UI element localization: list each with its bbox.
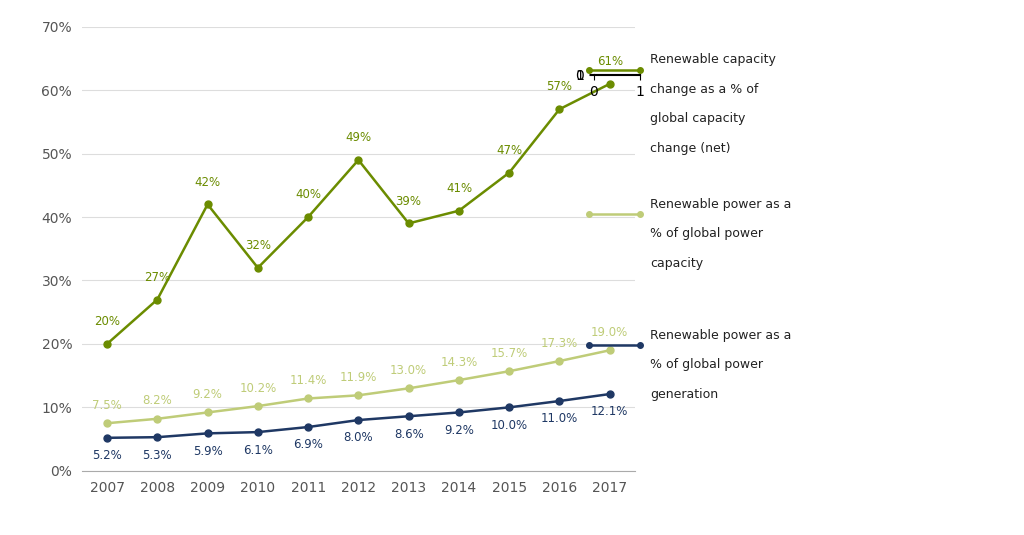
Text: 47%: 47%: [497, 144, 522, 157]
Text: 5.2%: 5.2%: [92, 449, 122, 462]
Text: 17.3%: 17.3%: [541, 337, 579, 350]
Text: 5.9%: 5.9%: [193, 445, 222, 458]
Text: 49%: 49%: [345, 131, 372, 144]
Text: 11.9%: 11.9%: [340, 371, 377, 384]
Text: 14.3%: 14.3%: [440, 356, 477, 369]
Text: 6.1%: 6.1%: [243, 444, 272, 456]
Text: 8.2%: 8.2%: [142, 394, 172, 407]
Text: 19.0%: 19.0%: [591, 326, 629, 339]
Text: generation: generation: [650, 388, 719, 401]
Text: 7.5%: 7.5%: [92, 399, 122, 412]
Text: change (net): change (net): [650, 142, 731, 155]
Text: 42%: 42%: [195, 175, 220, 188]
Text: change as a % of: change as a % of: [650, 83, 759, 96]
Text: 20%: 20%: [94, 315, 120, 328]
Text: 10.0%: 10.0%: [490, 419, 527, 432]
Text: 57%: 57%: [547, 80, 572, 93]
Text: 5.3%: 5.3%: [142, 448, 172, 462]
Text: 6.9%: 6.9%: [293, 439, 323, 452]
Text: 41%: 41%: [445, 182, 472, 195]
Text: 12.1%: 12.1%: [591, 406, 629, 418]
Text: 9.2%: 9.2%: [444, 424, 474, 437]
Text: 61%: 61%: [597, 55, 623, 68]
Text: 8.6%: 8.6%: [394, 427, 424, 441]
Text: 10.2%: 10.2%: [240, 381, 276, 395]
Text: Renewable capacity: Renewable capacity: [650, 54, 776, 66]
Text: Renewable power as a: Renewable power as a: [650, 329, 792, 342]
Text: 40%: 40%: [295, 188, 322, 201]
Text: 11.4%: 11.4%: [290, 374, 327, 387]
Text: 8.0%: 8.0%: [344, 431, 373, 445]
Text: 32%: 32%: [245, 239, 271, 252]
Text: % of global power: % of global power: [650, 358, 763, 371]
Text: % of global power: % of global power: [650, 227, 763, 240]
Text: 27%: 27%: [144, 271, 170, 284]
Text: Renewable power as a: Renewable power as a: [650, 198, 792, 211]
Text: 15.7%: 15.7%: [490, 347, 527, 360]
Text: 9.2%: 9.2%: [193, 388, 222, 401]
Text: global capacity: global capacity: [650, 112, 745, 125]
Text: capacity: capacity: [650, 257, 703, 270]
Text: 13.0%: 13.0%: [390, 364, 427, 377]
Text: 39%: 39%: [395, 195, 422, 208]
Text: 11.0%: 11.0%: [541, 412, 579, 425]
